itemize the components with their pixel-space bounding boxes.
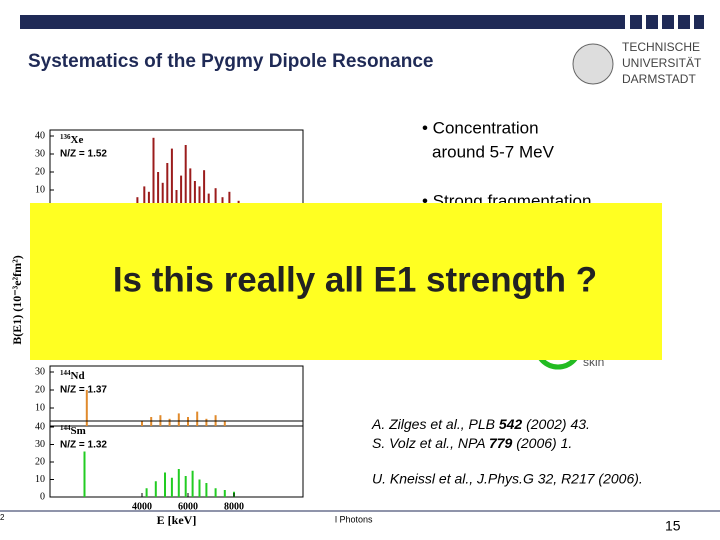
bullet: • Concentration xyxy=(422,118,539,137)
mass-number: 144 xyxy=(60,424,71,432)
bar xyxy=(157,172,160,208)
bar xyxy=(145,488,148,497)
y-tick-label: 20 xyxy=(35,166,45,177)
bar xyxy=(184,476,187,497)
mass-number: 144 xyxy=(60,369,71,377)
overlay-text: Is this really all E1 strength ? xyxy=(113,260,597,299)
y-tick-label: 40 xyxy=(35,130,45,141)
bar xyxy=(175,190,178,208)
bullet: around 5-7 MeV xyxy=(432,142,555,161)
bar xyxy=(177,469,180,497)
panel-label: 136Xe xyxy=(60,133,83,146)
x-tick-label: 4000 xyxy=(132,501,152,512)
element: Nd xyxy=(71,370,85,382)
logo-head xyxy=(572,43,614,85)
bar xyxy=(223,420,226,426)
bar xyxy=(161,182,164,208)
bar xyxy=(154,481,157,497)
y-tick-label: 30 xyxy=(35,439,45,450)
bar xyxy=(143,186,146,208)
bar xyxy=(193,181,196,208)
bar xyxy=(147,191,150,208)
logo-text: UNIVERSITÄT xyxy=(622,56,702,70)
bar xyxy=(223,490,226,497)
panel-ratio: N/Z = 1.32 xyxy=(60,440,107,451)
panel-frame xyxy=(49,365,304,427)
bar xyxy=(191,470,194,497)
bar xyxy=(196,411,199,426)
bar xyxy=(228,191,231,208)
x-tick-label: 8000 xyxy=(224,501,244,512)
bar xyxy=(205,483,208,497)
ref-part: 779 xyxy=(489,435,513,451)
bar xyxy=(198,479,201,497)
reference: A. Zilges et al., PLB 542 (2002) 43. xyxy=(371,416,590,432)
ref-part: (2006) 1. xyxy=(512,435,572,451)
y-tick-label: 0 xyxy=(40,491,45,502)
bar xyxy=(170,148,173,208)
x-axis-title: E [keV] xyxy=(157,513,197,527)
y-tick-label: 30 xyxy=(35,366,45,377)
panel-label: 144Sm xyxy=(60,424,86,437)
y-tick-label: 10 xyxy=(35,474,45,485)
reference: U. Kneissl et al., J.Phys.G 32, R217 (20… xyxy=(372,471,643,487)
reference: S. Volz et al., NPA 779 (2006) 1. xyxy=(372,435,572,451)
top-bar xyxy=(20,15,625,29)
slide-title: Systematics of the Pygmy Dipole Resonanc… xyxy=(28,51,433,72)
bar xyxy=(221,197,224,208)
y-axis-title: B(E1) (10⁻³e²fm²) xyxy=(10,255,24,344)
bar xyxy=(83,451,86,497)
element: Xe xyxy=(71,134,84,146)
bar xyxy=(207,193,210,208)
y-tick-label: 10 xyxy=(35,402,45,413)
bar xyxy=(180,175,183,208)
mass-number: 136 xyxy=(60,133,71,141)
ref-part: A. Zilges et al., PLB xyxy=(371,416,499,432)
y-tick-label: 30 xyxy=(35,148,45,159)
bar xyxy=(203,170,206,208)
overlay-box xyxy=(30,203,662,360)
y-tick-label: 20 xyxy=(35,384,45,395)
panel-ratio: N/Z = 1.52 xyxy=(60,149,107,160)
bar xyxy=(166,163,169,208)
y-tick-label: 40 xyxy=(35,421,45,432)
bar xyxy=(177,413,180,426)
logo-text: TECHNISCHE xyxy=(622,40,700,54)
ref-part: S. Volz et al., NPA xyxy=(372,435,489,451)
bar xyxy=(168,418,171,426)
bar xyxy=(164,472,166,497)
footer-center: l Photons xyxy=(335,514,373,524)
footer-left: 2 xyxy=(0,513,5,522)
top-boxes xyxy=(630,15,704,29)
bar xyxy=(136,197,139,208)
page-number: 15 xyxy=(665,518,681,534)
bar xyxy=(189,168,192,208)
ref-part: 542 xyxy=(499,416,523,432)
bar xyxy=(214,488,217,497)
y-tick-label: 20 xyxy=(35,456,45,467)
bar xyxy=(152,137,155,208)
bar xyxy=(85,390,88,426)
panel-frame xyxy=(49,420,304,498)
bar xyxy=(141,420,143,426)
panel-ratio: N/Z = 1.37 xyxy=(60,385,107,396)
element: Sm xyxy=(71,425,86,437)
logo-text: DARMSTADT xyxy=(622,72,696,86)
bar xyxy=(214,188,217,208)
bar xyxy=(198,186,201,208)
x-tick-label: 6000 xyxy=(178,501,198,512)
ref-part: (2002) 43. xyxy=(522,416,590,432)
bar xyxy=(170,477,173,497)
bar xyxy=(184,145,187,208)
bar xyxy=(205,418,208,426)
y-tick-label: 10 xyxy=(35,184,45,195)
panel-label: 144Nd xyxy=(60,369,85,382)
